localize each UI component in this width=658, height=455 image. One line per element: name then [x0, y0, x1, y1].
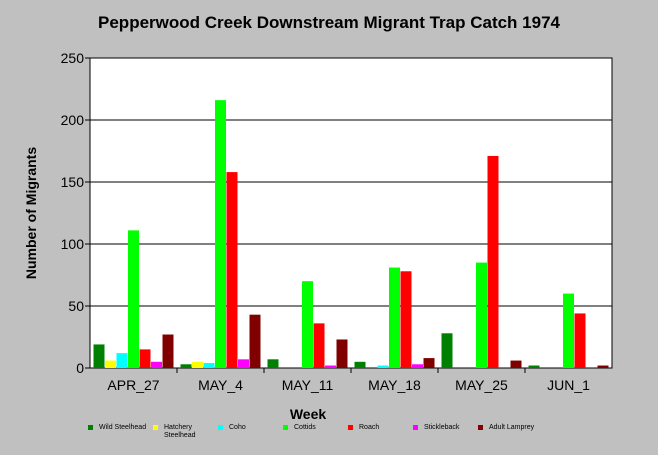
y-tick-label: 50: [68, 298, 84, 314]
y-tick-label: 100: [61, 236, 85, 252]
bar: [487, 155, 499, 368]
bar: [139, 349, 151, 368]
legend-swatch: [348, 425, 353, 430]
chart-title: Pepperwood Creek Downstream Migrant Trap…: [98, 13, 560, 32]
bar: [162, 334, 174, 368]
bar: [105, 360, 116, 368]
legend-swatch: [153, 425, 158, 430]
bars: [93, 100, 609, 368]
bar: [203, 363, 215, 368]
bar: [423, 358, 435, 368]
legend-swatch: [283, 425, 288, 430]
x-tick-label: MAY_25: [455, 377, 508, 393]
x-tick-label: JUN_1: [547, 377, 590, 393]
x-tick-label: MAY_18: [368, 377, 421, 393]
bar: [574, 313, 586, 368]
bar: [215, 100, 226, 368]
y-axis-label: Number of Migrants: [23, 147, 39, 279]
bar: [441, 333, 453, 368]
legend-label: Hatchery Steelhead: [164, 424, 196, 439]
bar: [336, 339, 348, 368]
legend-swatch: [413, 425, 418, 430]
bar: [412, 364, 423, 368]
legend: Wild Steelhead Hatchery Steelhead Coho Cott…: [88, 424, 648, 448]
bar: [597, 365, 609, 368]
bar: [226, 172, 238, 368]
legend-label: Cottids: [294, 424, 316, 431]
bar: [249, 314, 261, 368]
legend-swatch: [88, 425, 93, 430]
legend-label: Adult Lamprey: [489, 424, 535, 431]
bar: [267, 359, 279, 368]
legend-label: Roach: [359, 424, 380, 431]
bar: [180, 364, 192, 368]
x-tick-label: APR_27: [107, 377, 159, 393]
bar: [302, 281, 313, 368]
bar: [528, 365, 540, 368]
bar: [116, 353, 128, 368]
y-tick-label: 0: [76, 360, 84, 376]
legend-swatch: [218, 425, 223, 430]
y-tick-label: 250: [61, 50, 85, 66]
bar: [510, 360, 522, 368]
bar: [325, 365, 336, 368]
x-axis-ticks: APR_27 MAY_4 MAY_11 MAY_18 MAY_25 JUN_1: [107, 368, 590, 393]
legend-swatch: [478, 425, 483, 430]
x-tick-label: MAY_11: [282, 377, 334, 393]
bar: [563, 293, 574, 368]
bar: [128, 230, 139, 368]
bar: [476, 262, 487, 368]
gridlines: [90, 119, 612, 307]
bar: [354, 361, 366, 368]
bar: [238, 359, 249, 368]
bar: [313, 323, 325, 368]
y-axis-ticks: 0 50 100 150 200 250: [61, 50, 90, 376]
y-tick-label: 200: [61, 112, 85, 128]
legend-label: Wild Steelhead: [99, 424, 147, 431]
legend-label: Coho: [229, 424, 246, 431]
legend-label: Stickleback: [424, 424, 460, 431]
bar: [400, 271, 412, 368]
x-tick-label: MAY_4: [198, 377, 243, 393]
bar: [93, 344, 105, 368]
x-axis-label: Week: [290, 406, 327, 422]
bar: [151, 361, 162, 368]
bar: [192, 361, 203, 368]
plot-area: [89, 57, 613, 369]
y-tick-label: 150: [61, 174, 85, 190]
bar: [389, 267, 400, 368]
bar: [377, 365, 389, 368]
